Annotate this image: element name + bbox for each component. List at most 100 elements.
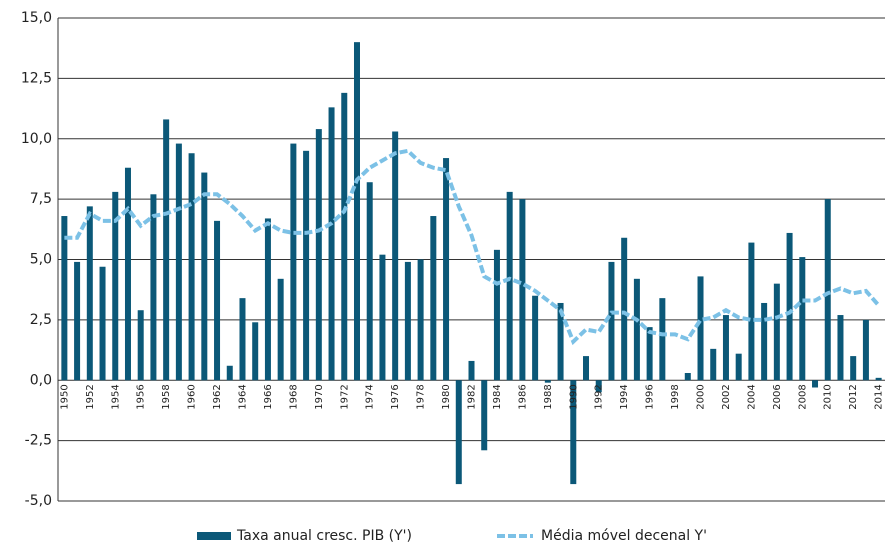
x-tick-label: 2010 xyxy=(823,384,834,409)
x-tick-label: 1968 xyxy=(288,384,299,409)
x-tick-label: 1956 xyxy=(136,384,147,409)
x-tick-label: 2006 xyxy=(772,384,783,409)
bar xyxy=(341,92,348,381)
x-tick-label: 1994 xyxy=(619,384,630,409)
y-tick-label: 10,0 xyxy=(21,131,52,147)
y-tick-label: 7,5 xyxy=(30,191,52,207)
bar xyxy=(850,356,857,381)
y-tick-label: 12,5 xyxy=(21,70,52,86)
x-tick-label: 2008 xyxy=(797,384,808,409)
bar xyxy=(315,129,322,381)
bar xyxy=(875,377,882,381)
bar xyxy=(379,254,386,381)
bar xyxy=(633,278,640,381)
bar xyxy=(417,259,424,381)
bar xyxy=(761,302,768,381)
bar xyxy=(468,360,475,381)
bar xyxy=(837,315,844,381)
bar xyxy=(786,232,793,381)
x-tick-label: 1950 xyxy=(59,384,70,409)
x-tick-label: 1966 xyxy=(263,384,274,409)
x-tick-label: 1958 xyxy=(161,384,172,409)
x-tick-label: 1964 xyxy=(237,384,248,409)
legend-label: Taxa anual cresc. PIB (Y') xyxy=(236,528,412,544)
bar xyxy=(532,295,539,381)
bar xyxy=(392,131,399,381)
x-tick-label: 2002 xyxy=(721,384,732,409)
bar xyxy=(86,206,93,381)
bar xyxy=(519,199,526,381)
bar xyxy=(214,220,221,381)
bar xyxy=(277,278,284,381)
y-tick-label: -2,5 xyxy=(25,433,52,449)
bar xyxy=(163,119,170,381)
bar xyxy=(264,218,271,381)
y-tick-label: 5,0 xyxy=(30,252,52,268)
bar xyxy=(150,194,157,381)
x-tick-label: 2004 xyxy=(746,384,757,409)
x-tick-label: 1990 xyxy=(568,384,579,409)
bar xyxy=(557,302,564,381)
bar xyxy=(621,237,628,381)
moving-average-line xyxy=(64,148,881,346)
bar xyxy=(252,322,259,381)
bar xyxy=(583,356,590,381)
legend-label: Média móvel decenal Y' xyxy=(541,528,707,544)
bar xyxy=(659,298,666,381)
legend-swatch xyxy=(197,532,231,540)
bar xyxy=(799,257,806,381)
bar xyxy=(646,327,653,381)
y-tick-label: -5,0 xyxy=(25,493,52,509)
bar xyxy=(404,261,411,381)
x-tick-label: 1972 xyxy=(339,384,350,409)
x-tick-label: 1980 xyxy=(441,384,452,409)
x-tick-label: 1960 xyxy=(187,384,198,409)
bar xyxy=(175,143,182,381)
bar xyxy=(862,319,869,381)
x-tick-label: 2014 xyxy=(874,384,885,409)
bar xyxy=(74,261,81,381)
bar xyxy=(773,283,780,381)
bar xyxy=(366,182,373,381)
x-tick-label: 1988 xyxy=(543,384,554,409)
bar xyxy=(353,42,360,381)
bar xyxy=(99,266,106,381)
bar xyxy=(61,216,68,381)
bar xyxy=(239,298,246,381)
bar xyxy=(328,107,335,381)
bar xyxy=(684,373,691,381)
bar xyxy=(595,380,602,393)
x-tick-label: 1996 xyxy=(645,384,656,409)
x-tick-label: 2000 xyxy=(696,384,707,409)
bar xyxy=(481,380,488,451)
x-tick-label: 1992 xyxy=(594,384,605,409)
y-tick-label: 2,5 xyxy=(30,312,52,328)
bar xyxy=(824,199,831,381)
x-tick-label: 1974 xyxy=(365,384,376,409)
x-tick-label: 1984 xyxy=(492,384,503,409)
bar xyxy=(570,380,577,485)
bar xyxy=(812,380,819,388)
bar xyxy=(443,158,450,381)
bar xyxy=(112,191,119,381)
bar xyxy=(506,191,513,381)
bar xyxy=(608,261,615,381)
x-tick-label: 1962 xyxy=(212,384,223,409)
x-tick-label: 1952 xyxy=(85,384,96,409)
bar xyxy=(722,315,729,381)
bar xyxy=(735,353,742,381)
bar xyxy=(544,380,551,383)
bar xyxy=(430,216,437,381)
bar xyxy=(188,153,195,381)
bar xyxy=(201,172,208,381)
x-tick-label: 2012 xyxy=(848,384,859,409)
x-tick-label: 1978 xyxy=(416,384,427,409)
x-tick-label: 1954 xyxy=(110,384,121,409)
y-tick-label: 15,0 xyxy=(21,10,52,26)
bar xyxy=(226,365,233,381)
x-tick-label: 1982 xyxy=(467,384,478,409)
bar xyxy=(137,310,144,381)
bar xyxy=(697,276,704,381)
bar xyxy=(290,143,297,381)
